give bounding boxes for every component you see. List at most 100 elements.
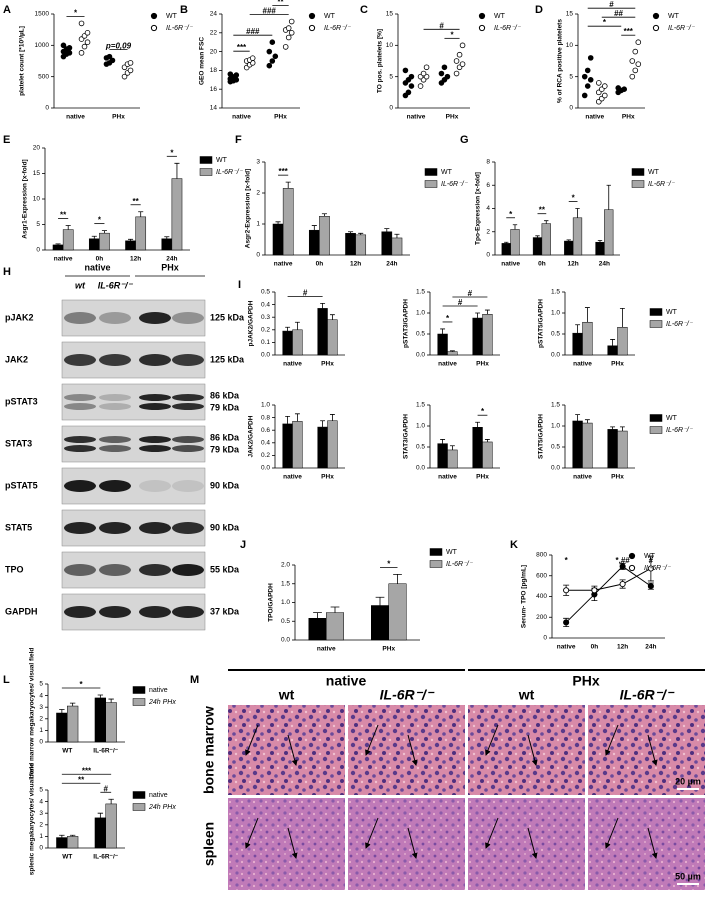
data-point bbox=[438, 70, 445, 77]
y-tick-label: 2 bbox=[256, 190, 260, 197]
y-tick-label: 4 bbox=[486, 205, 490, 212]
error-bar bbox=[275, 221, 281, 224]
x-tick-label: PHx bbox=[321, 361, 334, 368]
blot-strip bbox=[61, 299, 206, 337]
blot-row-label: pSTAT5 bbox=[5, 480, 38, 490]
y-tick-label: 1.0 bbox=[281, 599, 290, 606]
x-tick-label: native bbox=[585, 114, 604, 121]
data-point bbox=[266, 48, 273, 55]
blot-row-label: pSTAT3 bbox=[5, 396, 38, 406]
x-tick-label: PHx bbox=[622, 114, 635, 121]
y-tick-label: 3 bbox=[39, 810, 43, 817]
blot-lane-label: wt bbox=[75, 280, 86, 290]
bar bbox=[532, 237, 543, 256]
data-point bbox=[456, 51, 463, 58]
legend-label: IL-6R⁻/⁻ bbox=[494, 25, 522, 32]
y-tick-label: 0.0 bbox=[261, 465, 270, 472]
data-point bbox=[632, 67, 639, 74]
blot-band bbox=[99, 354, 131, 366]
panel-letter: I bbox=[238, 279, 241, 291]
data-point bbox=[81, 43, 88, 50]
data-point bbox=[581, 92, 588, 99]
error-bar bbox=[285, 415, 291, 424]
arrow bbox=[245, 724, 259, 756]
error-bar bbox=[610, 426, 616, 430]
y-tick-label: 0 bbox=[45, 105, 49, 112]
y-tick-label: 10 bbox=[33, 196, 41, 203]
histology-image bbox=[468, 705, 585, 795]
error-bar bbox=[440, 328, 446, 334]
error-bar bbox=[575, 208, 580, 218]
error-bar bbox=[475, 421, 481, 428]
error-bar bbox=[348, 231, 354, 234]
data-point bbox=[269, 58, 276, 64]
error-bar bbox=[294, 413, 300, 422]
significance-label: * bbox=[509, 210, 513, 219]
bar bbox=[52, 244, 64, 251]
data-point bbox=[629, 58, 636, 64]
y-tick-label: 5 bbox=[569, 73, 573, 80]
bar bbox=[617, 327, 628, 356]
data-point bbox=[601, 92, 608, 99]
bar bbox=[62, 229, 74, 251]
error-bar bbox=[544, 220, 549, 224]
bar bbox=[282, 188, 294, 256]
y-tick-label: 1.0 bbox=[416, 310, 425, 317]
bar bbox=[355, 234, 367, 256]
y-tick-label: 1.5 bbox=[551, 402, 560, 409]
error-bar bbox=[108, 698, 114, 703]
y-tick-label: 0 bbox=[36, 247, 40, 254]
significance-label: *** bbox=[624, 27, 634, 36]
data-point bbox=[635, 61, 642, 67]
blot-band bbox=[139, 312, 171, 324]
data-point bbox=[127, 67, 134, 74]
data-point bbox=[272, 53, 279, 60]
histology-row-label: spleen bbox=[201, 822, 217, 866]
x-tick-label: PHx bbox=[476, 474, 489, 481]
arrow bbox=[287, 734, 298, 766]
significance-label: # bbox=[303, 288, 308, 297]
data-point bbox=[647, 565, 654, 572]
y-tick-label: 1 bbox=[256, 221, 260, 228]
x-tick-label: native bbox=[317, 646, 336, 653]
y-axis-label: Asgr2-Expression [x-fold] bbox=[245, 169, 252, 248]
y-tick-label: 5 bbox=[36, 221, 40, 228]
data-point bbox=[408, 73, 415, 80]
x-tick-label: native bbox=[438, 361, 457, 368]
bar bbox=[67, 705, 79, 743]
error-bar bbox=[440, 439, 446, 444]
error-bar bbox=[69, 834, 76, 837]
x-tick-label: IL-6R⁻/⁻ bbox=[93, 748, 118, 755]
error-bar bbox=[313, 612, 322, 619]
significance-label: ** bbox=[78, 775, 85, 784]
blot-band bbox=[172, 445, 204, 452]
data-point bbox=[591, 587, 598, 594]
error-bar bbox=[597, 240, 603, 243]
error-bar bbox=[321, 213, 327, 217]
data-point bbox=[233, 72, 240, 78]
x-tick-label: WT bbox=[62, 748, 72, 755]
legend-label: 24h PHx bbox=[148, 804, 176, 811]
bar bbox=[161, 238, 173, 251]
legend-swatch bbox=[652, 12, 660, 20]
legend-swatch bbox=[631, 180, 645, 188]
y-tick-label: 1.0 bbox=[551, 310, 560, 317]
bar bbox=[135, 216, 147, 251]
scale-bar-label: 20 µm bbox=[675, 776, 701, 786]
error-bar bbox=[97, 812, 104, 818]
blot-band bbox=[99, 445, 131, 452]
error-bar bbox=[358, 232, 364, 235]
y-tick-label: 5 bbox=[39, 681, 43, 688]
y-tick-label: 2 bbox=[486, 228, 490, 235]
significance-label: *** bbox=[82, 766, 92, 775]
bar bbox=[308, 618, 327, 641]
y-tick-label: 0.4 bbox=[261, 440, 270, 447]
significance-label: ** bbox=[133, 197, 140, 206]
data-point bbox=[66, 45, 73, 51]
legend-label: IL-6R⁻/⁻ bbox=[441, 181, 469, 188]
panel-letter: H bbox=[3, 266, 11, 278]
legend-label: IL-6R⁻/⁻ bbox=[166, 25, 194, 32]
data-point bbox=[109, 57, 116, 64]
histology-group-label: native bbox=[326, 673, 367, 689]
data-point bbox=[629, 73, 636, 80]
